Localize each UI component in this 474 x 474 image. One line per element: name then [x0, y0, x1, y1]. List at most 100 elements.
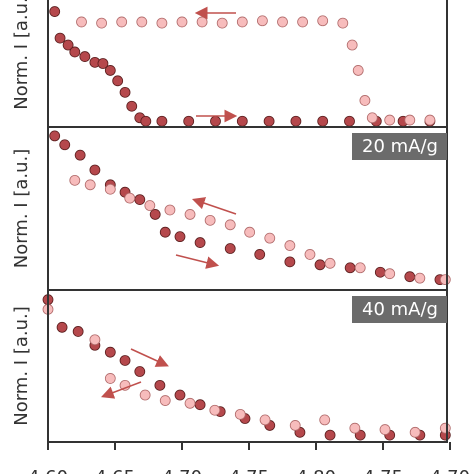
- data-point: [277, 16, 288, 28]
- data-point: [134, 366, 146, 377]
- data-point: [62, 39, 74, 51]
- data-point: [324, 257, 336, 269]
- data-point: [209, 404, 221, 416]
- data-point: [183, 115, 195, 127]
- data-point: [194, 237, 206, 248]
- data-point: [159, 395, 171, 406]
- data-point: [439, 274, 451, 286]
- data-point: [136, 16, 148, 28]
- y-axis-label: Norm. I [a.u.]: [11, 0, 32, 110]
- x-tick-label: 4.70: [430, 467, 470, 474]
- data-point: [156, 17, 168, 29]
- data-point: [259, 414, 271, 426]
- data-point: [224, 243, 236, 254]
- x-tick-label: 4.75: [363, 467, 403, 474]
- data-point: [59, 139, 71, 151]
- data-point: [164, 204, 176, 216]
- data-point: [104, 346, 116, 358]
- x-tick-label: 4.80: [296, 467, 336, 474]
- data-point: [140, 115, 152, 127]
- panel-label: 20 mA/g: [362, 136, 438, 157]
- data-point: [149, 209, 161, 220]
- data-point: [297, 16, 309, 28]
- data-point: [344, 262, 356, 274]
- data-point: [346, 39, 358, 51]
- data-point: [319, 414, 331, 426]
- data-point: [204, 214, 216, 226]
- arrow: [130, 348, 169, 367]
- x-tick-label: 4.75: [229, 467, 269, 474]
- data-point: [97, 58, 109, 69]
- data-point: [196, 16, 208, 28]
- data-point: [236, 16, 248, 28]
- data-point: [119, 355, 131, 366]
- arrow: [101, 381, 142, 399]
- data-point: [289, 420, 301, 431]
- data-point: [184, 209, 196, 220]
- data-point: [104, 65, 116, 76]
- data-point: [234, 408, 246, 420]
- x-tick-label: 4.60: [28, 467, 68, 474]
- x-tick-label: 4.65: [95, 467, 135, 474]
- x-tick-label: 4.70: [162, 467, 202, 474]
- data-point: [366, 112, 378, 124]
- data-point: [210, 115, 221, 127]
- direction-arrows: [101, 6, 238, 399]
- data-point: [134, 194, 146, 206]
- data-point: [244, 226, 256, 238]
- data-point: [119, 86, 131, 98]
- data-point: [337, 17, 349, 29]
- data-point: [304, 249, 316, 260]
- data-point: [216, 17, 228, 29]
- data-point: [124, 192, 136, 204]
- data-point: [49, 130, 61, 142]
- data-point: [236, 115, 248, 127]
- data-point: [79, 51, 91, 62]
- data-point: [139, 389, 151, 401]
- data-point: [159, 226, 171, 238]
- data-point: [112, 75, 124, 87]
- data-point: [284, 256, 296, 268]
- data-point: [89, 334, 101, 346]
- panel-label-box: [352, 133, 447, 160]
- data-point: [69, 46, 81, 58]
- data-point: [404, 114, 416, 126]
- data-point: [317, 15, 329, 27]
- data-point: [384, 268, 396, 280]
- plot-area: [42, 6, 451, 441]
- data-point: [374, 266, 386, 278]
- data-point: [314, 259, 326, 271]
- data-point: [84, 179, 96, 191]
- data-point: [349, 422, 361, 434]
- data-point: [104, 183, 116, 195]
- data-point: [144, 200, 156, 211]
- data-point: [439, 422, 451, 434]
- data-point: [354, 262, 366, 274]
- data-point: [49, 6, 61, 17]
- data-point: [174, 389, 186, 401]
- data-point: [126, 100, 138, 112]
- data-point: [74, 149, 86, 161]
- data-point: [379, 424, 391, 435]
- panel-label: 40 mA/g: [362, 299, 438, 320]
- data-point: [324, 429, 336, 441]
- data-point: [359, 95, 371, 106]
- data-point: [264, 232, 276, 244]
- data-point: [89, 164, 101, 176]
- data-point: [317, 115, 329, 127]
- data-point: [409, 426, 421, 438]
- data-point: [384, 114, 396, 126]
- axes-frame: [47, 0, 448, 443]
- arrow: [191, 197, 237, 215]
- data-point: [56, 321, 68, 333]
- data-point: [54, 32, 66, 44]
- data-point: [404, 271, 416, 283]
- data-point: [154, 379, 166, 391]
- data-point: [263, 115, 275, 127]
- panel-label-box: [352, 296, 447, 323]
- data-point: [156, 115, 168, 127]
- data-point: [96, 17, 107, 29]
- arrow: [175, 254, 220, 269]
- data-point: [344, 115, 355, 127]
- data-point: [176, 16, 188, 28]
